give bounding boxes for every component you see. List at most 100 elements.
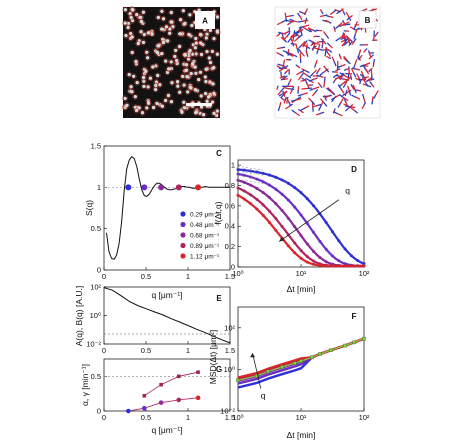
particle-ring [140,39,147,46]
particle [125,103,129,108]
particle-ring [210,64,217,71]
particle-ring [206,55,213,61]
sq-marker [141,184,148,191]
track-segment [329,90,335,95]
y-tick-label: 10⁰ [90,311,101,320]
particle-ring [176,30,183,37]
particle [140,111,145,115]
particle [160,9,164,13]
track-segment [280,87,285,93]
particle-ring [168,9,175,16]
y-tick-label: 10² [90,283,101,292]
particle-ring [128,14,135,21]
isf-point [356,259,360,263]
particle-ring [211,110,217,117]
particle [187,53,191,58]
track-segment [327,87,333,92]
alpha-line [128,397,199,412]
track-segment [315,103,322,107]
particle-ring [186,31,192,38]
particle [197,77,201,82]
track-segment [287,37,292,43]
track-segment [306,74,312,79]
track-segment [297,65,301,69]
track-segment [355,77,360,81]
particle [183,53,187,57]
track-segment [316,48,319,55]
particle [215,109,219,113]
track-segment [362,8,368,12]
particle-ring [159,50,165,57]
particle [205,32,209,36]
track-segment [304,20,307,24]
q-arrow-label: q [345,186,350,196]
track-segment [373,93,377,99]
particle-ring [143,68,149,75]
track-segment [329,15,334,19]
track-segment [339,72,345,77]
track-segment [283,87,290,90]
track-segment [375,90,379,96]
isf-point [236,193,240,197]
y-axis-label: S(q) [84,200,94,216]
particle-ring [210,90,217,97]
plot-frame [103,358,231,412]
track-segment [323,31,327,36]
particle [204,67,208,72]
track-segment [301,87,308,90]
track-segment [364,76,369,79]
track-segment [363,49,367,53]
panel-g-letter: G [216,365,222,374]
isf-point [324,260,328,264]
track-segment [345,105,352,108]
track-segment [283,93,286,97]
track-segment [343,41,348,46]
legend-label: 1.12 μm⁻¹ [190,253,220,260]
track-segment [339,98,344,104]
track-segment [300,107,306,111]
particle-ring [140,20,146,27]
legend-marker [180,253,186,259]
particle [177,44,182,49]
particle [145,56,150,60]
panel-b-letter-box [358,10,377,29]
track-segment [298,44,303,49]
particle [129,85,133,89]
particle [190,23,194,28]
isf-point [255,207,259,211]
particle [178,32,182,36]
track-segment [351,68,355,74]
track-segment [297,93,304,97]
track-segment [357,89,362,92]
particle [130,90,134,94]
track-segment [348,15,353,19]
track-segment [282,65,289,70]
y-tick-label: 0 [231,263,235,272]
track-segment [343,79,349,84]
particle [187,32,191,37]
track-segment [285,69,289,73]
track-segment [358,49,362,55]
particle [158,83,162,87]
x-tick-label: 10² [359,413,370,422]
particle [204,79,208,84]
particle-ring [192,86,199,93]
track-segment [282,59,286,66]
particle-ring [203,35,210,41]
particle-ring [165,66,172,72]
track-segment [371,96,374,102]
panel-f-letter: F [352,312,357,321]
particle-ring [182,52,188,58]
particle-ring [168,98,175,105]
particle-ring [200,111,207,118]
particle-ring [181,51,188,58]
track-segment [323,65,327,70]
track-segment [315,59,318,65]
legend-marker [180,242,186,249]
isf-point [293,186,297,190]
isf-point [305,197,309,201]
x-tick-label: 0 [102,346,106,355]
track-segment [288,78,292,83]
isf-point [286,198,290,202]
particle [176,84,180,88]
